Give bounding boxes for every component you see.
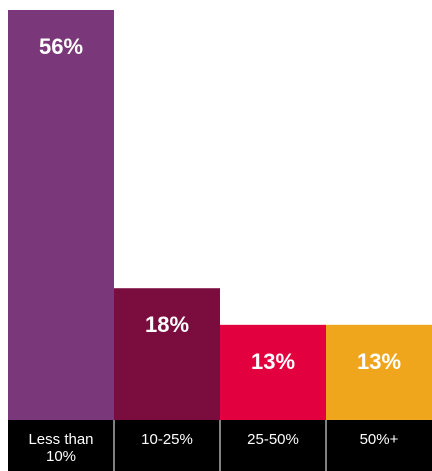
bar-value-label-1: 56%: [39, 34, 83, 59]
bar-2: [114, 288, 220, 420]
bar-4: [326, 324, 432, 420]
bar-value-label-3: 13%: [251, 349, 295, 374]
bar-1: [8, 10, 114, 420]
category-label-3: 25-50%: [247, 431, 299, 448]
category-label-2: 10-25%: [141, 431, 193, 448]
bar-value-label-2: 18%: [145, 312, 189, 337]
bar-value-label-4: 13%: [357, 349, 401, 374]
category-label-1: Less than 10%: [28, 431, 93, 465]
category-label-4: 50%+: [360, 431, 399, 448]
bar-3: [220, 324, 326, 420]
